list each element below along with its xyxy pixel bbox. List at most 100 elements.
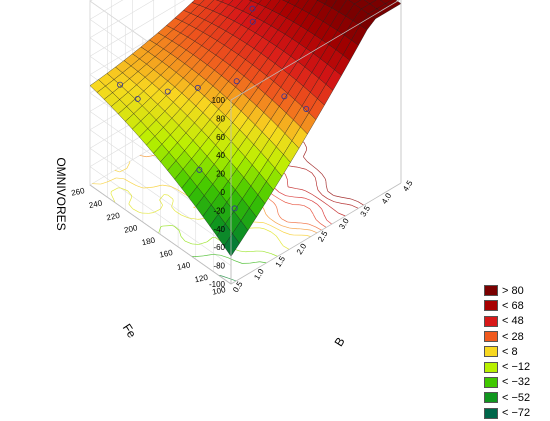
contour-line	[279, 192, 285, 195]
legend-swatch	[484, 300, 498, 311]
y-tick-label: 180	[141, 236, 156, 248]
contour-line	[280, 241, 281, 243]
contour-line	[256, 262, 260, 263]
y-tick-label: 100	[211, 285, 226, 297]
legend-item: < 28	[484, 329, 550, 344]
legend-swatch	[484, 408, 498, 419]
contour-line	[288, 187, 297, 189]
contour-line	[305, 191, 311, 194]
contour-line	[266, 214, 268, 217]
contour-line	[315, 178, 316, 183]
contour-line	[328, 191, 333, 195]
z-tick-label: -20	[213, 206, 225, 215]
z-tick-label: -80	[213, 262, 225, 271]
contour-line	[265, 223, 270, 225]
z-tick-label: 20	[216, 170, 225, 179]
contour-line	[312, 165, 317, 169]
contour-line	[333, 209, 338, 213]
contour-line	[282, 226, 290, 228]
y-tick-label: 260	[70, 186, 85, 198]
legend-swatch	[484, 316, 498, 327]
contour-line	[233, 260, 235, 261]
legend-label: < −52	[502, 392, 530, 404]
contour-line	[326, 185, 327, 190]
y-tick-label: 140	[176, 260, 191, 272]
contour-line	[317, 198, 323, 202]
contour-line	[297, 189, 302, 190]
contour-line	[270, 225, 276, 228]
contour-line	[298, 167, 306, 169]
contour-line	[318, 190, 322, 195]
y-tick-label: 200	[123, 223, 138, 235]
contour-line	[352, 205, 359, 208]
contour-line	[312, 173, 316, 178]
legend: > 80< 68< 48< 28< 8< −12< −32< −52< −72	[484, 283, 550, 421]
x-tick-label: 0.5	[231, 279, 245, 294]
contour-line	[307, 161, 312, 165]
contour-line	[308, 224, 315, 227]
contour-line	[268, 199, 273, 203]
z-tick-label: -40	[213, 225, 225, 234]
contour-line	[268, 217, 270, 219]
contour-line	[279, 199, 285, 202]
contour-line	[270, 219, 275, 223]
contour-line	[260, 228, 265, 229]
contour-line	[250, 262, 256, 263]
contour-line	[304, 142, 307, 147]
contour-line	[293, 167, 297, 168]
legend-swatch	[484, 331, 498, 342]
contour-line	[278, 224, 282, 226]
contour-line	[239, 251, 245, 252]
contour-line	[280, 216, 282, 218]
x-tick-label: 2.0	[295, 242, 309, 257]
legend-item: < 68	[484, 298, 550, 313]
contour-line	[306, 169, 312, 173]
x-tick-label: 3.5	[359, 204, 373, 219]
x-axis-title: B	[332, 335, 348, 349]
contour-line	[316, 219, 321, 223]
contour-line	[322, 195, 327, 199]
legend-label: > 80	[502, 285, 524, 297]
contour-line	[317, 170, 322, 174]
contour-line	[327, 220, 332, 224]
x-tick-label: 1.0	[252, 267, 266, 282]
y-tick-label: 160	[159, 248, 174, 260]
contour-line	[275, 222, 278, 223]
contour-line	[287, 180, 288, 187]
contour-line	[281, 243, 283, 246]
legend-swatch	[484, 362, 498, 373]
contour-line	[263, 223, 265, 224]
contour-line	[323, 201, 328, 205]
contour-line	[264, 208, 266, 214]
y-tick-label: 220	[106, 211, 121, 223]
contour-line	[324, 215, 327, 220]
contour-line	[325, 179, 326, 181]
z-tick-label: 40	[216, 151, 225, 160]
x-tick-label: 3.0	[337, 216, 351, 231]
legend-item: < 8	[484, 344, 550, 359]
legend-label: < −12	[502, 361, 530, 373]
contour-line	[278, 214, 279, 217]
legend-swatch	[484, 377, 498, 388]
contour-line	[300, 229, 310, 230]
contour-line	[271, 253, 274, 254]
contour-line	[276, 236, 280, 241]
contour-line	[288, 222, 298, 223]
legend-label: < −32	[502, 376, 530, 388]
contour-line	[276, 205, 277, 207]
legend-swatch	[484, 346, 498, 357]
contour-line	[301, 198, 305, 199]
contour-line	[321, 224, 327, 228]
contour-line	[299, 205, 304, 206]
y-axis-title: Fe	[120, 321, 140, 341]
contour-line	[312, 201, 318, 205]
contour-line	[311, 194, 317, 198]
legend-label: < 28	[502, 331, 524, 343]
contour-line	[307, 235, 311, 236]
legend-swatch	[484, 285, 498, 296]
contour-line	[305, 198, 312, 201]
legend-item: < −12	[484, 359, 550, 374]
x-tick-label: 4.0	[380, 191, 394, 206]
contour-line	[316, 184, 318, 190]
